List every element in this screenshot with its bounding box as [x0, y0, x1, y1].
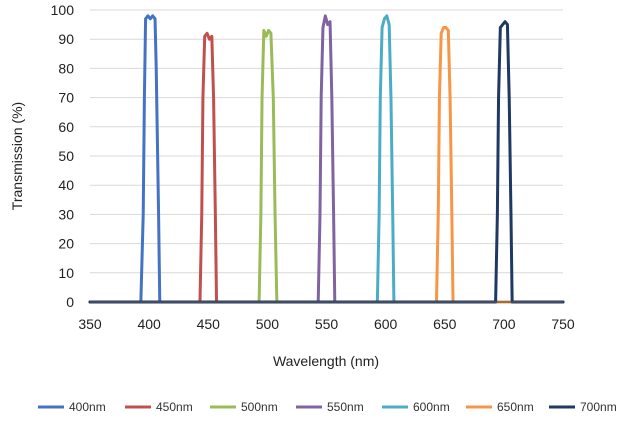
x-tick-label: 500	[256, 316, 280, 332]
x-tick-label: 650	[433, 316, 457, 332]
y-tick-label: 20	[58, 236, 74, 252]
legend-label-650nm: 650nm	[497, 400, 534, 414]
y-tick-label: 10	[58, 265, 74, 281]
plot-series	[88, 14, 565, 304]
y-tick-label: 30	[58, 206, 74, 222]
series-line-450nm	[88, 31, 565, 304]
y-tick-label: 70	[58, 90, 74, 106]
legend-label-600nm: 600nm	[413, 400, 450, 414]
y-axis-title: Transmission (%)	[9, 102, 25, 210]
legend-label-550nm: 550nm	[327, 400, 364, 414]
series-line-600nm	[88, 14, 565, 304]
y-tick-label: 50	[58, 148, 74, 164]
y-tick-label: 60	[58, 119, 74, 135]
y-tick-label: 0	[66, 294, 74, 310]
legend-label-450nm: 450nm	[156, 400, 193, 414]
x-tick-label: 400	[137, 316, 161, 332]
y-tick-label: 80	[58, 60, 74, 76]
y-tick-label: 90	[58, 31, 74, 47]
y-tick-label: 100	[51, 2, 75, 18]
x-axis-title: Wavelength (nm)	[273, 353, 379, 369]
series-line-500nm	[88, 28, 565, 304]
grid-lines	[90, 9, 563, 274]
x-tick-label: 450	[197, 316, 221, 332]
y-tick-label: 40	[58, 177, 74, 193]
axes: 0 10 20 30 40 50 60 70 80 90 100 350 400 450 500 550 600…	[51, 2, 575, 332]
x-tick-label: 550	[315, 316, 339, 332]
x-tick-label: 750	[551, 316, 575, 332]
x-tick-label: 350	[78, 316, 102, 332]
series-line-700nm	[88, 20, 565, 304]
x-tick-label: 700	[492, 316, 516, 332]
legend-label-500nm: 500nm	[241, 400, 278, 414]
legend-label-700nm: 700nm	[580, 400, 617, 414]
series-line-550nm	[88, 14, 565, 304]
series-line-400nm	[88, 14, 565, 304]
series-line-650nm	[88, 26, 565, 304]
legend: 400nm 450nm 500nm 550nm 600nm 650nm 700nm	[38, 400, 617, 414]
legend-label-400nm: 400nm	[69, 400, 106, 414]
x-tick-label: 600	[374, 316, 398, 332]
